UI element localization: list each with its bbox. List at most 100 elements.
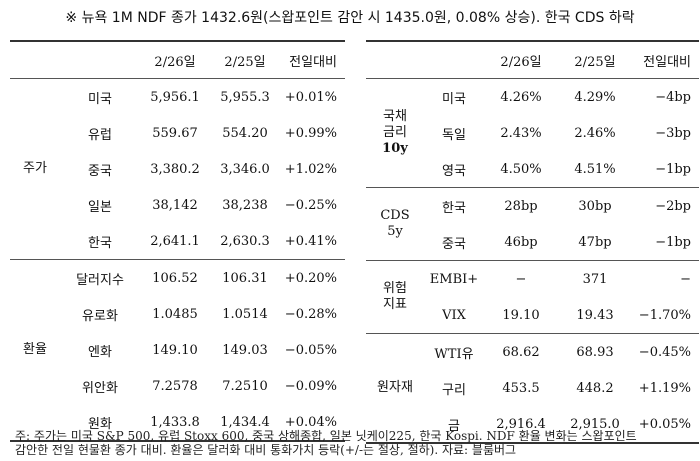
value-current: 4.50% bbox=[500, 161, 542, 177]
table-row: 엔화 149.10 149.03 −0.05% bbox=[10, 332, 345, 368]
header-cell: 2/26일 bbox=[484, 41, 558, 79]
stocks-fx-table: 2/26일 2/25일 전일대비 주가 미국 5,956.1 5,955.3 +… bbox=[10, 40, 345, 442]
value-previous: 68.93 bbox=[558, 333, 632, 370]
table-row: 일본 38,142 38,238 −0.25% bbox=[10, 187, 345, 223]
row-name: 미국 bbox=[88, 91, 112, 107]
row-name: 미국 bbox=[442, 91, 466, 107]
rates-cds-commodities-table: 2/26일 2/25일 전일대비 국채 금리 10y 미국 4.26% 4.29… bbox=[366, 40, 699, 444]
value-change: −0.28% bbox=[284, 306, 337, 322]
row-name: 한국 bbox=[88, 235, 112, 251]
value-current: 2.43% bbox=[500, 125, 542, 141]
value-current: 149.10 bbox=[152, 342, 198, 358]
row-name: VIX bbox=[442, 307, 466, 323]
value-current: 1.0485 bbox=[152, 306, 198, 322]
value-current: 453.5 bbox=[502, 380, 540, 396]
row-name: 달러지수 bbox=[60, 259, 140, 296]
value-change: − bbox=[632, 260, 699, 297]
table-row: 독일 2.43% 2.46% −3bp bbox=[366, 115, 699, 151]
footnote-line: 감안한 전일 현물환 종가 대비. 환율은 달러화 대비 통화가치 등락(+/-… bbox=[15, 443, 517, 457]
row-name: 엔화 bbox=[88, 344, 112, 360]
category-label: 주가 bbox=[23, 161, 47, 176]
category-line: CDS bbox=[380, 208, 410, 223]
table-row: 중국 46bp 47bp −1bp bbox=[366, 224, 699, 261]
value-current: 19.10 bbox=[502, 307, 540, 323]
row-name: 한국 bbox=[424, 187, 484, 224]
footnote: 주: 주가는 미국 S&P 500, 유럽 Stoxx 600, 중국 상해종합… bbox=[15, 429, 695, 457]
value-current: 559.67 bbox=[152, 125, 198, 141]
category-line: 5y bbox=[387, 224, 403, 239]
value-current: 2,916.4 bbox=[496, 416, 546, 432]
value-change: −4bp bbox=[655, 89, 691, 105]
row-name: 중국 bbox=[88, 163, 112, 179]
value-current: 68.62 bbox=[484, 333, 558, 370]
header-cell: 2/25일 bbox=[558, 41, 632, 79]
header-cell bbox=[10, 41, 60, 79]
table-row: 영국 4.50% 4.51% −1bp bbox=[366, 151, 699, 188]
value-previous: 47bp bbox=[578, 234, 612, 250]
category-label: 국채 금리 10y bbox=[366, 79, 424, 188]
row-name: EMBI+ bbox=[424, 260, 484, 297]
value-change: +0.05% bbox=[638, 416, 691, 432]
value-previous: 1,434.4 bbox=[220, 414, 270, 430]
table-row: 중국 3,380.2 3,346.0 +1.02% bbox=[10, 151, 345, 187]
table-row: 국채 금리 10y 미국 4.26% 4.29% −4bp bbox=[366, 79, 699, 157]
value-change: −0.05% bbox=[284, 342, 337, 358]
category-line: 위험 bbox=[383, 281, 407, 296]
table-row: 구리 453.5 448.2 +1.19% bbox=[366, 370, 699, 406]
value-change: −2bp bbox=[632, 187, 699, 224]
value-change: +0.04% bbox=[284, 414, 337, 430]
row-name: 일본 bbox=[88, 199, 112, 215]
header-cell: 2/26일 bbox=[140, 41, 210, 79]
value-change: +1.19% bbox=[638, 380, 691, 396]
value-change: −1bp bbox=[655, 234, 691, 250]
value-previous: 4.29% bbox=[574, 89, 616, 105]
value-previous: 106.31 bbox=[210, 259, 280, 296]
table-row: 위험 지표 EMBI+ − 371 − bbox=[366, 260, 699, 334]
value-previous: 371 bbox=[558, 260, 632, 297]
value-change: +1.02% bbox=[284, 161, 337, 177]
header-cell bbox=[424, 41, 484, 79]
value-previous: 448.2 bbox=[576, 380, 614, 396]
table-row: 한국 2,641.1 2,630.3 +0.41% bbox=[10, 223, 345, 260]
category-label: 위험 지표 bbox=[366, 260, 424, 334]
value-change: +0.01% bbox=[284, 89, 337, 105]
value-previous: 5,955.3 bbox=[220, 89, 270, 105]
value-previous: 2,630.3 bbox=[220, 233, 270, 249]
value-current: 38,142 bbox=[152, 197, 198, 213]
value-current: 2,641.1 bbox=[150, 233, 200, 249]
value-previous: 554.20 bbox=[222, 125, 268, 141]
category-line: 국채 bbox=[383, 109, 407, 124]
page-title: ※ 뉴욕 1M NDF 종가 1432.6원(스왑포인트 감안 시 1435.0… bbox=[65, 10, 635, 26]
footnote-line: 주: 주가는 미국 S&P 500, 유럽 Stoxx 600, 중국 상해종합… bbox=[15, 429, 637, 443]
row-name: 중국 bbox=[442, 236, 466, 252]
table-row: CDS 5y 한국 28bp 30bp −2bp bbox=[366, 187, 699, 261]
table-row: 원자재 WTI유 68.62 68.93 −0.45% bbox=[366, 333, 699, 443]
value-change: −0.25% bbox=[284, 197, 337, 213]
value-previous: 149.03 bbox=[222, 342, 268, 358]
row-name: 위안화 bbox=[82, 380, 118, 396]
value-previous: 19.43 bbox=[576, 307, 614, 323]
value-current: 28bp bbox=[484, 187, 558, 224]
category-line: 지표 bbox=[383, 297, 407, 312]
table-header-row: 2/26일 2/25일 전일대비 bbox=[366, 41, 699, 79]
value-current: 4.26% bbox=[500, 89, 542, 105]
value-previous: 1.0514 bbox=[222, 306, 268, 322]
value-previous: 7.2510 bbox=[222, 378, 268, 394]
category-line: 원자재 bbox=[377, 380, 413, 395]
row-name: 구리 bbox=[442, 382, 466, 398]
value-previous: 4.51% bbox=[574, 161, 616, 177]
value-current: 7.2578 bbox=[152, 378, 198, 394]
table-row: 환율 달러지수 106.52 106.31 +0.20% bbox=[10, 259, 345, 441]
table-row: 유럽 559.67 554.20 +0.99% bbox=[10, 115, 345, 151]
header-cell bbox=[60, 41, 140, 79]
table-row: 위안화 7.2578 7.2510 −0.09% bbox=[10, 368, 345, 404]
value-change: −3bp bbox=[655, 125, 691, 141]
value-change: −1.70% bbox=[638, 307, 691, 323]
row-name: 금 bbox=[448, 418, 460, 434]
row-name: 영국 bbox=[442, 163, 466, 179]
category-label: CDS 5y bbox=[366, 187, 424, 261]
table-row: VIX 19.10 19.43 −1.70% bbox=[366, 297, 699, 334]
value-change: −1bp bbox=[655, 161, 691, 177]
value-current: 1,433.8 bbox=[150, 414, 200, 430]
value-previous: 2,915.0 bbox=[570, 416, 620, 432]
